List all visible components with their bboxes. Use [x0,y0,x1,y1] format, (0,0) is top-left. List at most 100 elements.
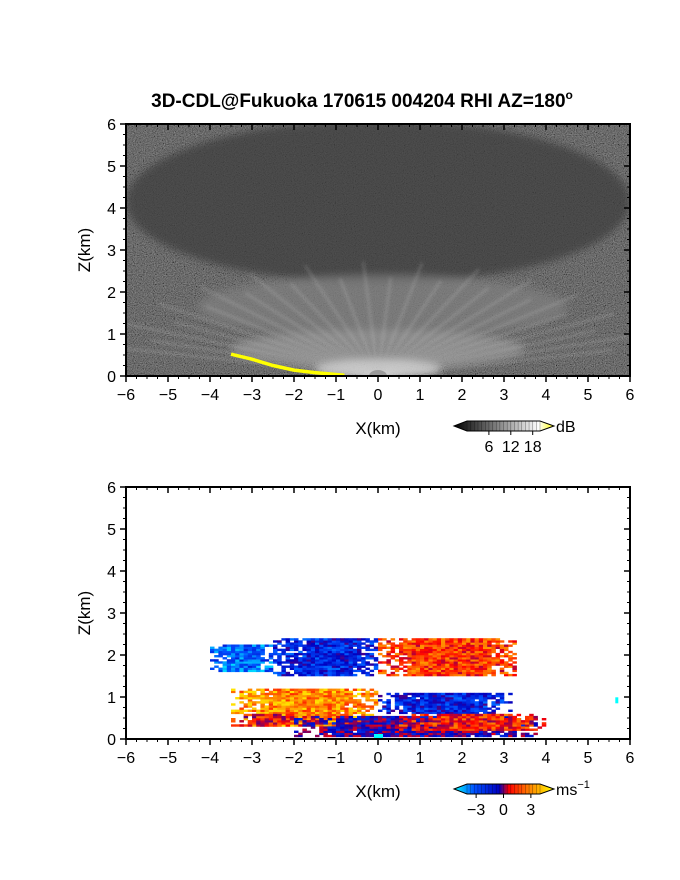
velocity-pixel [331,701,337,704]
velocity-pixel [420,718,425,721]
velocity-pixel [294,665,299,668]
velocity-pixel [436,650,442,654]
velocity-pixel [357,642,362,645]
velocity-pixel [407,642,412,645]
velocity-pixel [525,734,530,738]
velocity-pixel [357,724,362,727]
velocity-pixel [445,655,450,658]
velocity-pixel [386,650,391,654]
velocity-pixel [487,659,492,662]
velocity-pixel [457,638,463,641]
velocity-pixel [222,646,228,649]
velocity-pixel [474,720,480,723]
velocity-pixel [298,650,303,654]
velocity-pixel [294,648,299,652]
velocity-pixel [470,657,475,660]
velocity-pixel [495,707,501,710]
velocity-pixel [411,652,417,656]
velocity-pixel [420,663,425,666]
velocity-pixel [478,671,484,675]
velocity-pixel [453,663,459,666]
velocity-pixel [466,703,471,706]
velocity-pixel [247,655,253,658]
velocity-pixel [462,705,467,708]
velocity-pixel [331,640,337,643]
velocity-pixel [302,646,307,649]
beam-streak [377,298,532,376]
velocity-pixel [331,724,337,727]
velocity-pixel [268,707,274,710]
velocity-pixel [453,646,459,649]
velocity-pixel [415,646,421,649]
velocity-pixel [340,657,345,660]
velocity-pixel [399,646,404,649]
velocity-pixel [331,669,337,673]
beam-streak [245,292,379,376]
velocity-pixel [411,692,417,696]
velocity-pixel [432,642,438,645]
velocity-pixel [441,718,446,721]
velocity-pixel [306,652,312,656]
velocity-pixel [407,707,412,710]
velocity-pixel [436,646,442,649]
velocity-pixel [457,661,463,664]
velocity-pixel [361,734,366,738]
velocity-pixel [407,697,412,700]
velocity-pixel [277,707,282,710]
velocity-pixel [281,673,286,677]
velocity-pixel [378,661,383,664]
velocity-pixel [390,728,396,731]
velocity-pixel [315,694,320,698]
velocity-pixel [491,701,496,704]
colorbar-tick-label: 3 [526,802,535,819]
velocity-pixel [361,715,366,719]
velocity-pixel [289,722,295,725]
velocity-pixel [222,661,228,664]
velocity-pixel [390,734,396,738]
velocity-pixel [277,703,282,706]
velocity-pixel [487,732,492,736]
velocity-pixel [336,671,341,675]
velocity-pixel [369,663,375,666]
velocity-pixel [336,688,341,691]
velocity-pixel [357,726,362,729]
velocity-pixel [273,650,278,654]
velocity-pixel [466,642,471,645]
velocity-pixel [243,669,249,673]
velocity-pixel [302,715,307,719]
velocity-pixel [281,701,286,704]
velocity-pixel [235,646,240,649]
velocity-pixel [529,722,534,725]
velocity-pixel [365,694,370,698]
velocity-pixel [453,694,459,698]
velocity-pixel [436,707,442,710]
velocity-pixel [323,734,328,738]
velocity-pixel [348,659,354,662]
velocity-pixel [264,720,270,723]
velocity-pixel [323,690,328,694]
velocity-pixel [340,655,345,658]
velocity-pixel [394,728,400,731]
velocity-pixel [483,730,488,733]
velocity-pixel [445,730,450,733]
velocity-pixel [428,707,433,710]
velocity-pixel [214,650,219,654]
velocity-pixel [491,650,496,654]
velocity-pixel [361,661,366,664]
velocity-pixel [394,734,400,738]
velocity-pixel [231,709,236,712]
velocity-pixel [315,661,320,664]
velocity-pixel [340,659,345,662]
velocity-pixel [352,669,358,673]
velocity-pixel [327,694,333,698]
velocity-pixel [218,652,223,656]
velocity-pixel [424,646,429,649]
velocity-pixel [411,720,417,723]
velocity-pixel [457,718,463,721]
velocity-pixel [466,671,471,675]
velocity-pixel [285,642,291,645]
velocity-pixel [344,697,349,700]
velocity-pixel [533,715,538,719]
velocity-pixel [487,638,492,641]
